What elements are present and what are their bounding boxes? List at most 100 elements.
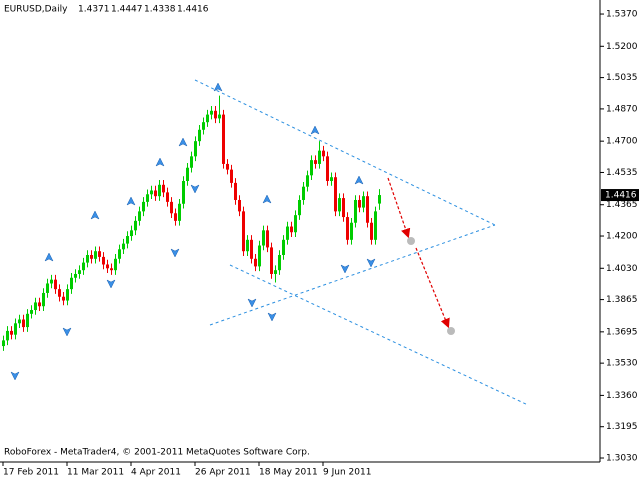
candle-body: [242, 211, 245, 252]
candle-body: [282, 239, 285, 256]
watermark: RoboForex - MetaTrader4, © 2001-2011 Met…: [4, 448, 310, 458]
candle-body: [158, 184, 161, 197]
candle-body: [374, 211, 377, 240]
candle-body: [346, 217, 349, 240]
target-point: [407, 237, 415, 245]
candle-body: [266, 230, 269, 248]
candle-body: [186, 167, 189, 182]
candle-body: [366, 196, 369, 223]
candle-body: [322, 150, 325, 157]
x-tick-label: 26 Apr 2011: [195, 468, 251, 478]
y-tick-label: 1.4030: [606, 264, 638, 274]
candle-body: [82, 262, 85, 271]
candle-body: [122, 243, 125, 250]
chart-title: EURUSD,Daily: [4, 5, 68, 15]
candle-body: [110, 268, 113, 271]
ohlc-high: 1.4447: [111, 5, 143, 15]
candle-body: [294, 215, 297, 233]
candle-body: [258, 245, 261, 267]
y-tick-label: 1.3360: [606, 391, 638, 401]
candle-body: [6, 330, 9, 341]
candle-body: [270, 247, 273, 274]
candle-body: [18, 319, 21, 324]
candle-body: [334, 177, 337, 212]
candle-body: [154, 190, 157, 197]
candle-body: [318, 150, 321, 164]
candle-body: [162, 184, 165, 193]
x-tick-label: 18 May 2011: [259, 468, 318, 478]
y-tick-label: 1.5370: [606, 10, 638, 20]
current-price-box: [601, 189, 639, 202]
candle-body: [134, 220, 137, 231]
candle-body: [306, 175, 309, 187]
candle-body: [58, 289, 61, 297]
y-tick-label: 1.3030: [606, 454, 638, 464]
candle-body: [314, 160, 317, 164]
candle-body: [126, 236, 129, 244]
y-tick-label: 1.3195: [606, 422, 638, 432]
candle-body: [298, 199, 301, 216]
candle-body: [142, 201, 145, 212]
candle-body: [66, 289, 69, 301]
candle-body: [118, 249, 121, 259]
x-tick-label: 11 Mar 2011: [67, 468, 124, 478]
candle-body: [42, 292, 45, 307]
candle-body: [278, 255, 281, 271]
candle-body: [90, 255, 93, 259]
candle-body: [250, 239, 253, 259]
candle-body: [286, 226, 289, 240]
trend-line: [229, 264, 529, 406]
candle-body: [210, 110, 213, 115]
candle-body: [190, 156, 193, 168]
candle-body: [218, 114, 221, 119]
candle-body: [106, 264, 109, 269]
candle-body: [178, 203, 181, 221]
candle-body: [326, 156, 329, 182]
candle-body: [34, 302, 37, 311]
y-tick-label: 1.3865: [606, 295, 638, 305]
candle-body: [198, 129, 201, 142]
y-tick-label: 1.4200: [606, 232, 638, 242]
candle-body: [302, 186, 305, 200]
ohlc-open: 1.4371: [78, 5, 110, 15]
candle-body: [22, 319, 25, 328]
candle-body: [2, 340, 5, 347]
target-point: [447, 327, 455, 335]
candle-body: [350, 222, 353, 240]
plot: [2, 95, 381, 351]
ohlc-close: 1.4416: [177, 5, 209, 15]
candle-body: [290, 226, 293, 233]
y-tick-label: 1.4535: [606, 168, 638, 178]
x-tick-label: 9 Jun 2011: [323, 468, 371, 478]
candle-body: [234, 182, 237, 200]
candle-body: [150, 190, 153, 195]
candle-body: [254, 258, 257, 267]
candle-body: [62, 296, 65, 301]
candle-body: [262, 230, 265, 246]
candle-body: [166, 192, 169, 202]
candle-body: [138, 211, 141, 221]
candle-body: [194, 141, 197, 157]
candle-body: [146, 194, 149, 202]
candle-body: [342, 198, 345, 218]
candle-body: [174, 213, 177, 221]
candle-body: [102, 256, 105, 265]
trend-line: [194, 79, 496, 226]
candle-body: [330, 177, 333, 182]
y-tick-label: 1.4365: [606, 200, 638, 210]
candle-body: [378, 195, 381, 204]
candle-body: [98, 251, 101, 257]
candle-body: [274, 270, 277, 274]
candle-body: [222, 114, 225, 164]
candle-body: [54, 279, 57, 290]
candle-body: [114, 258, 117, 271]
candle-body: [46, 283, 49, 293]
y-tick-label: 1.4870: [606, 104, 638, 114]
candle-body: [362, 196, 365, 208]
candle-body: [26, 313, 29, 328]
candle-body: [86, 255, 89, 263]
candle-body: [30, 310, 33, 314]
candle-body: [338, 198, 341, 212]
